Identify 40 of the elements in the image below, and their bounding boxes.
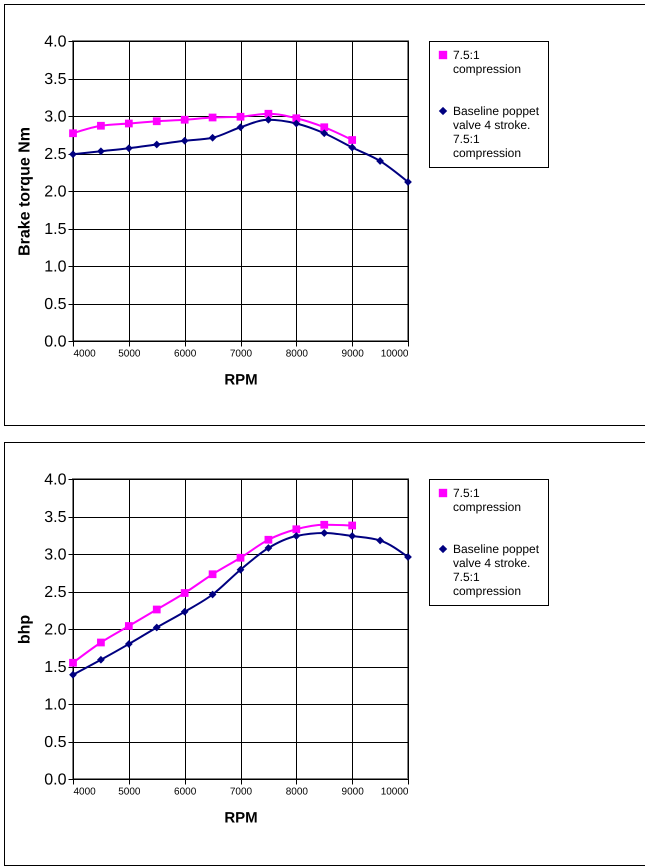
y-tick-label: 4.0 xyxy=(44,34,67,50)
y-tick-label: 1.0 xyxy=(44,696,67,714)
x-tick-label: 10000 xyxy=(380,786,409,798)
x-axis-title: RPM xyxy=(224,810,258,826)
y-tick-label: 2.0 xyxy=(44,622,67,638)
legend-label: Baseline poppet valve 4 stroke. 7.5:1 compression xyxy=(453,104,540,160)
x-tick-label: 6000 xyxy=(174,786,197,798)
x-tick-label: 9000 xyxy=(342,786,364,798)
y-tick-label: 2.5 xyxy=(44,584,67,601)
legend-label: Baseline poppet valve 4 stroke. 7.5:1 compression xyxy=(453,542,540,598)
x-tick-label: 5000 xyxy=(118,348,141,360)
y-tick-label: 3.5 xyxy=(44,71,67,88)
x-tick-label: 6000 xyxy=(174,348,197,360)
y-tick-label: 2.0 xyxy=(44,184,67,200)
x-tick-label: 9000 xyxy=(342,348,364,360)
x-tick-label: 7000 xyxy=(230,786,253,798)
y-tick-label: 4.0 xyxy=(44,472,67,488)
y-tick-label: 3.0 xyxy=(44,108,67,126)
x-tick-label: 7000 xyxy=(230,348,253,360)
y-tick-label: 0.0 xyxy=(44,334,67,350)
x-tick-label: 5000 xyxy=(118,786,141,798)
y-tick-label: 0.5 xyxy=(44,296,67,313)
y-tick-label: 3.0 xyxy=(44,546,67,564)
y-tick-label: 1.5 xyxy=(44,221,67,238)
x-tick-label: 10000 xyxy=(380,348,409,360)
y-tick-label: 3.5 xyxy=(44,509,67,526)
y-axis-title: Brake torque Nm xyxy=(16,127,34,256)
x-tick-label: 4000 xyxy=(74,786,96,798)
legend-label: 7.5:1 compression xyxy=(453,486,522,514)
x-tick-label: 8000 xyxy=(286,348,308,360)
legend-label: 7.5:1 compression xyxy=(453,48,522,76)
y-tick-label: 0.0 xyxy=(44,772,67,788)
y-tick-label: 0.5 xyxy=(44,734,67,751)
x-tick-label: 4000 xyxy=(74,348,96,360)
y-tick-label: 1.0 xyxy=(44,258,67,276)
x-axis-title: RPM xyxy=(224,372,258,388)
x-tick-label: 8000 xyxy=(286,786,308,798)
y-axis-title: bhp xyxy=(16,614,34,644)
y-tick-label: 2.5 xyxy=(44,146,67,163)
y-tick-label: 1.5 xyxy=(44,659,67,676)
